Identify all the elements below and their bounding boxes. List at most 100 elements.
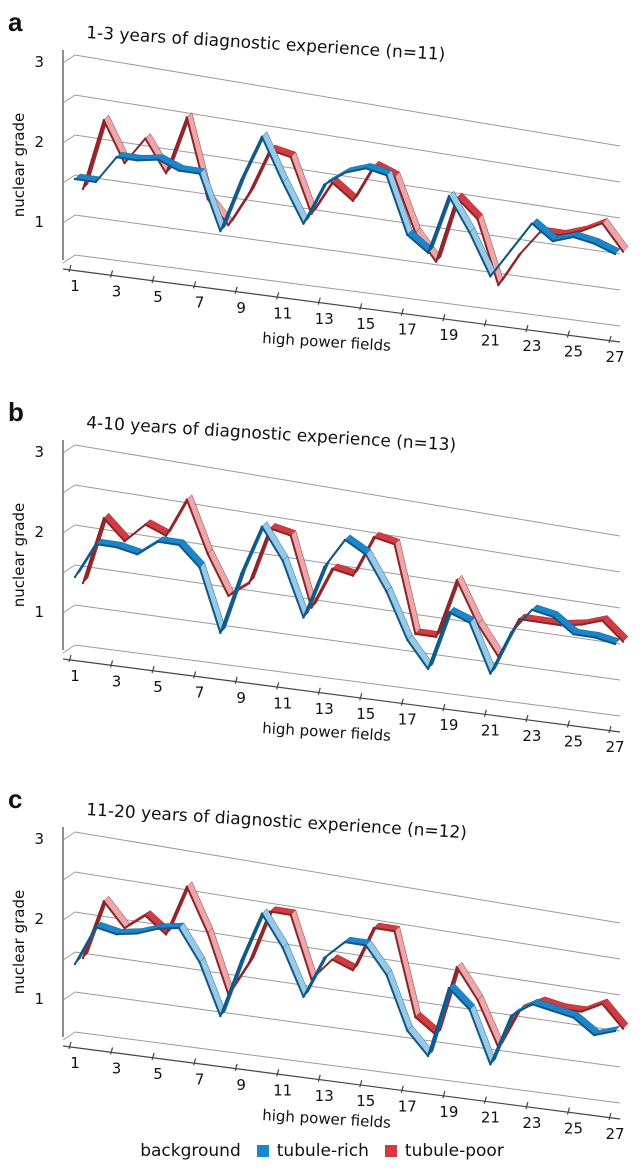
series-line-tubule-rich bbox=[281, 181, 305, 225]
data-point-tubule-poor bbox=[393, 543, 396, 546]
series-line-tubule-rich bbox=[157, 540, 179, 546]
ribbon-segment-tubule-rich bbox=[178, 922, 205, 963]
x-tick bbox=[442, 703, 446, 712]
series-line-tubule-rich bbox=[448, 987, 471, 1011]
x-tick bbox=[68, 1041, 72, 1050]
data-point-tubule-rich bbox=[323, 565, 326, 569]
x-tick bbox=[525, 1101, 529, 1110]
data-point-tubule-rich bbox=[364, 553, 367, 556]
series-line-tubule-rich bbox=[74, 926, 97, 965]
data-point-tubule-rich bbox=[385, 590, 388, 593]
y-tick-label: 3 bbox=[34, 830, 44, 848]
x-tick-label: 19 bbox=[439, 716, 458, 734]
x-tick bbox=[359, 303, 363, 311]
data-point-tubule-rich bbox=[73, 962, 77, 966]
data-point-tubule-poor bbox=[144, 137, 147, 140]
data-point-tubule-rich bbox=[530, 222, 534, 225]
series-line-tubule-poor bbox=[539, 621, 561, 627]
series-line-tubule-rich bbox=[489, 1015, 513, 1065]
data-point-tubule-rich bbox=[260, 525, 264, 528]
series-line-tubule-rich bbox=[406, 1030, 429, 1057]
series-line-tubule-rich bbox=[531, 608, 554, 618]
x-tick-label: 5 bbox=[153, 1065, 163, 1083]
data-point-tubule-rich bbox=[593, 1033, 596, 1037]
data-point-tubule-poor bbox=[497, 283, 500, 287]
gridline-wall bbox=[62, 564, 76, 574]
series-line-tubule-rich bbox=[116, 546, 138, 556]
x-tick-label: 23 bbox=[522, 1114, 541, 1132]
data-point-tubule-poor bbox=[372, 536, 375, 539]
panel-letter: a bbox=[8, 7, 23, 37]
series-line-tubule-rich bbox=[531, 222, 554, 242]
data-point-tubule-poor bbox=[331, 567, 334, 570]
x-tick bbox=[608, 725, 612, 734]
x-tick-label: 1 bbox=[70, 667, 80, 685]
series-line-tubule-rich bbox=[572, 1016, 595, 1036]
data-point-tubule-rich bbox=[177, 169, 181, 172]
data-point-tubule-rich bbox=[260, 135, 264, 138]
data-point-tubule-rich bbox=[302, 995, 305, 999]
series-line-tubule-poor bbox=[560, 230, 582, 237]
x-tick bbox=[193, 1058, 197, 1066]
data-point-tubule-rich bbox=[489, 1063, 492, 1066]
gridline-wall bbox=[62, 1031, 76, 1041]
x-tick bbox=[276, 682, 280, 690]
series-line-tubule-poor bbox=[144, 523, 167, 537]
data-point-tubule-rich bbox=[426, 667, 430, 671]
gridline bbox=[74, 831, 621, 924]
data-point-tubule-rich bbox=[385, 174, 388, 177]
y-tick-label: 2 bbox=[34, 523, 44, 541]
series-line-tubule-rich bbox=[302, 184, 326, 225]
gridline bbox=[74, 134, 621, 219]
gridline bbox=[74, 644, 621, 717]
series-line-tubule-rich bbox=[323, 539, 346, 568]
series-line-tubule-rich bbox=[468, 232, 492, 277]
series-line-tubule-poor bbox=[601, 222, 624, 253]
data-point-tubule-rich bbox=[136, 553, 139, 556]
series-line-tubule-poor bbox=[144, 914, 167, 936]
data-point-tubule-rich bbox=[136, 932, 139, 935]
x-tick bbox=[317, 1074, 321, 1082]
data-point-tubule-rich bbox=[156, 927, 160, 930]
gridline-wall bbox=[62, 54, 76, 64]
series-line-tubule-poor bbox=[601, 619, 624, 643]
x-tick-label: 13 bbox=[315, 700, 334, 718]
data-point-tubule-rich bbox=[447, 194, 451, 198]
x-tick bbox=[151, 1052, 155, 1061]
series-line-tubule-poor bbox=[393, 544, 417, 635]
data-point-tubule-rich bbox=[281, 181, 284, 184]
data-point-tubule-poor bbox=[414, 1015, 417, 1019]
data-point-tubule-poor bbox=[185, 885, 189, 888]
data-point-tubule-rich bbox=[177, 543, 181, 547]
data-point-tubule-rich bbox=[447, 611, 451, 614]
x-axis-line bbox=[62, 268, 621, 343]
series-line-tubule-poor bbox=[206, 932, 230, 995]
series-line-tubule-rich bbox=[281, 560, 305, 618]
series-line-tubule-poor bbox=[455, 579, 479, 625]
x-tick bbox=[109, 1047, 114, 1055]
data-point-tubule-poor bbox=[289, 913, 292, 917]
data-point-tubule-rich bbox=[343, 538, 347, 542]
data-point-tubule-rich bbox=[385, 973, 388, 977]
series-line-tubule-rich bbox=[281, 947, 305, 998]
series-line-tubule-rich bbox=[344, 539, 367, 556]
y-tick-label: 3 bbox=[34, 443, 44, 461]
x-tick bbox=[608, 335, 612, 344]
series-line-tubule-rich bbox=[552, 1009, 574, 1019]
x-tick bbox=[68, 264, 72, 273]
x-tick-label: 11 bbox=[273, 304, 292, 322]
ribbon-segment-tubule-poor bbox=[144, 133, 172, 174]
series-line-tubule-poor bbox=[289, 156, 313, 215]
data-point-tubule-rich bbox=[156, 158, 160, 161]
series-line-tubule-rich bbox=[489, 632, 513, 675]
series-line-tubule-rich bbox=[95, 543, 117, 549]
legend-item-tubule-poor: tubule-poor bbox=[384, 1141, 504, 1161]
series-line-tubule-poor bbox=[310, 568, 334, 609]
series-line-tubule-rich bbox=[364, 944, 388, 976]
series-line-tubule-rich bbox=[198, 173, 222, 232]
x-tick-label: 17 bbox=[398, 711, 417, 729]
x-tick bbox=[276, 292, 280, 300]
x-tick bbox=[234, 1063, 238, 1072]
